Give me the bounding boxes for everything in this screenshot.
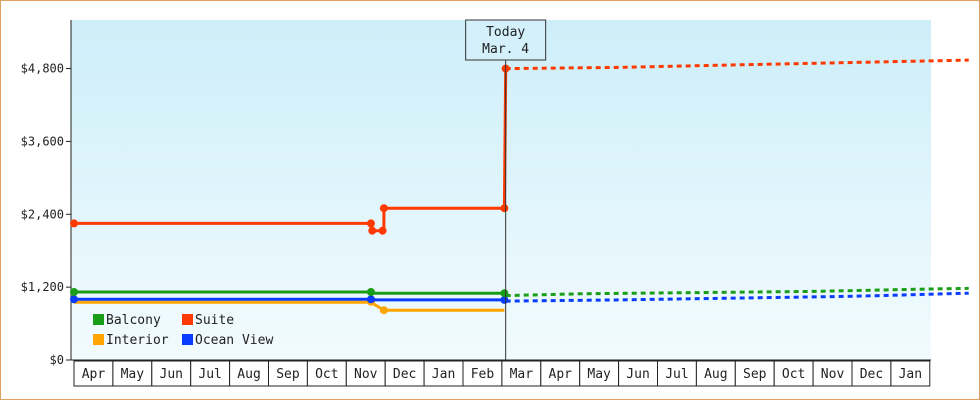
legend-label-ocean-view: Ocean View [195,333,273,348]
suite-point [366,219,375,228]
suite-forecast-line [505,58,969,71]
month-label: Aug [704,367,727,382]
month-label: Sep [743,367,767,382]
month-label: Apr [82,367,106,382]
month-label: May [587,367,611,382]
month-label: Apr [549,367,573,382]
month-cell [112,360,153,387]
suite-point [379,204,388,213]
month-cell [190,360,231,387]
legend-label-balcony: Balcony [106,313,161,328]
suite-point [500,204,509,213]
month-label: Aug [237,367,260,382]
ocean-view-forecast-line [505,291,969,303]
month-cell [734,360,775,387]
y-tick-label: $2,400 [21,207,64,221]
month-cell [812,360,853,387]
ocean-view-point [70,295,78,304]
month-cell [268,360,308,387]
month-cell [423,360,464,387]
interior-point [379,306,388,315]
month-label: Nov [354,367,378,382]
month-label: Jun [626,367,649,382]
legend-swatch-balcony [93,314,104,325]
month-cell [773,360,814,387]
suite-point [368,226,377,235]
month-cell [657,360,697,387]
month-label: Nov [821,367,845,382]
ocean-view-point [500,295,509,304]
legend: Balcony Suite Interior Ocean View [93,313,273,348]
legend-swatch-suite [182,314,193,325]
legend-swatch-ocean-view [182,334,193,345]
legend-swatch-interior [93,334,104,345]
balcony-point [366,288,375,296]
today-label: Today [486,25,525,40]
month-cell [306,360,347,387]
month-cell [540,360,581,387]
month-label: Sep [276,367,300,382]
month-label: Jan [432,367,455,382]
y-tick-label: $0 [50,353,64,367]
month-label: May [121,367,145,382]
legend-label-suite: Suite [195,313,234,328]
month-label: Oct [315,367,338,382]
y-axis: $0 $1,200 $2,400 $3,600 $4,800 [21,20,72,367]
month-label: Dec [393,367,416,382]
suite-point [378,226,387,235]
month-cell [695,360,736,387]
month-label: Feb [471,367,495,382]
y-tick-label: $1,200 [21,280,64,294]
series-group [70,58,969,315]
today-marker: Today Mar. 4 [465,19,547,360]
month-label: Jul [665,367,688,382]
balcony-point [500,289,509,298]
today-date: Mar. 4 [482,42,529,57]
month-label: Jun [160,367,183,382]
month-cell [618,360,658,387]
today-label-box [465,19,547,61]
ocean-view-point [366,295,375,304]
month-label: Dec [860,367,883,382]
month-cell [151,360,192,387]
interior-history-line [74,300,505,312]
month-cell [579,360,620,387]
month-cell [345,360,386,387]
x-axis: Apr May Jun Jul Aug Sep Oct Nov Dec Jan Feb Mar Apr M… [71,359,931,387]
month-label: Mar [510,367,534,382]
y-tick-label: $4,800 [21,62,64,76]
y-tick-label: $3,600 [21,134,64,148]
month-cell [890,360,931,387]
month-label: Jul [198,367,221,382]
suite-point [70,219,78,228]
month-cell [229,360,270,387]
balcony-point [70,288,78,296]
month-cell [73,360,114,387]
month-cell [384,360,425,387]
month-label: Oct [782,367,805,382]
month-label: Jan [899,367,922,382]
legend-label-interior: Interior [106,333,169,348]
